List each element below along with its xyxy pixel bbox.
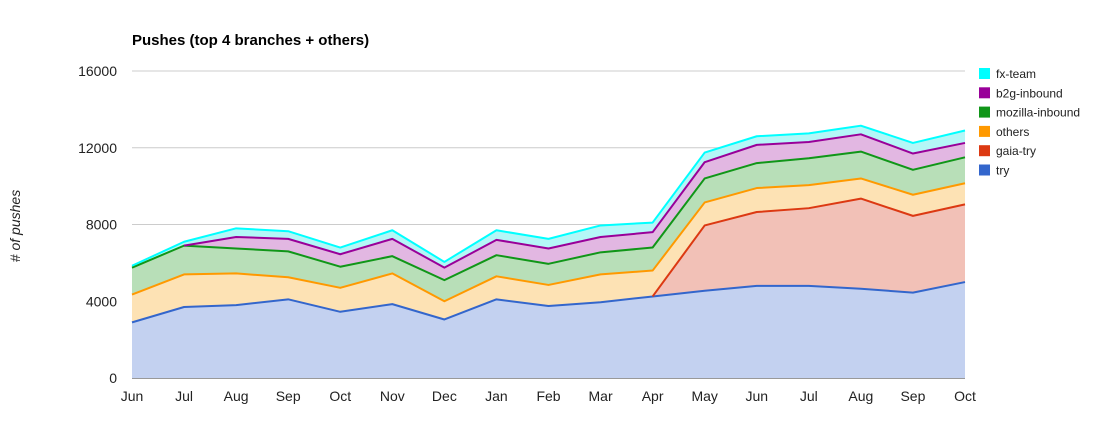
legend-swatch-b2g-inbound [979,87,990,99]
legend[interactable]: fx-team b2g-inbound mozilla-inbound others g… [979,67,1080,178]
x-tick-label: Oct [329,388,351,404]
y-axis-label: # of pushes [7,190,23,262]
y-tick-label: 8000 [86,217,117,233]
series-lines [131,124,966,324]
y-tick-label: 16000 [78,63,117,79]
y-tick-label: 0 [109,370,117,386]
chart-title: Pushes (top 4 branches + others) [132,32,369,49]
legend-label-try: try [996,164,1009,178]
area-b2g-inbound [132,134,965,281]
line-gaia-try [651,197,966,298]
area-mozilla-inbound [132,151,965,302]
x-tick-label: Apr [642,388,664,404]
y-tick-label: 12000 [78,140,117,156]
area-layers [132,125,965,378]
legend-label-others: others [996,125,1029,139]
x-tick-label: Aug [224,388,249,404]
line-fx-team [131,124,966,267]
line-others [131,177,966,303]
y-axis-ticks: 0 4000 8000 12000 16000 [78,63,117,386]
x-tick-label: Jun [745,388,768,404]
legend-swatch-gaia-try [979,145,990,157]
area-others [132,178,965,323]
line-b2g-inbound [183,133,966,269]
x-tick-label: Jan [485,388,508,404]
legend-label-fx-team: fx-team [996,67,1036,81]
x-axis-ticks: Jun Jul Aug Sep Oct Nov Dec Jan Feb Mar Apr May Jun J… [121,388,976,404]
x-tick-label: Sep [900,388,925,404]
x-tick-label: Dec [432,388,457,404]
x-tick-label: Jun [121,388,144,404]
area-gaia-try [132,198,965,323]
x-tick-label: May [691,388,717,404]
x-tick-label: Mar [589,388,613,404]
legend-label-gaia-try: gaia-try [996,144,1036,158]
x-tick-label: Sep [276,388,301,404]
legend-label-b2g-inbound: b2g-inbound [996,86,1063,100]
line-mozilla-inbound [131,150,966,282]
line-try [131,281,966,324]
x-tick-label: Feb [536,388,560,404]
x-tick-label: Nov [380,388,405,404]
legend-swatch-try [979,164,990,176]
x-tick-label: Aug [848,388,873,404]
x-tick-label: Oct [954,388,976,404]
legend-swatch-mozilla-inbound [979,106,990,118]
x-tick-label: Jul [175,388,193,404]
y-tick-label: 4000 [86,293,117,309]
legend-swatch-others [979,125,990,137]
legend-swatch-fx-team [979,68,990,79]
x-tick-label: Jul [800,388,818,404]
area-try [132,282,965,378]
legend-label-mozilla-inbound: mozilla-inbound [996,106,1080,120]
